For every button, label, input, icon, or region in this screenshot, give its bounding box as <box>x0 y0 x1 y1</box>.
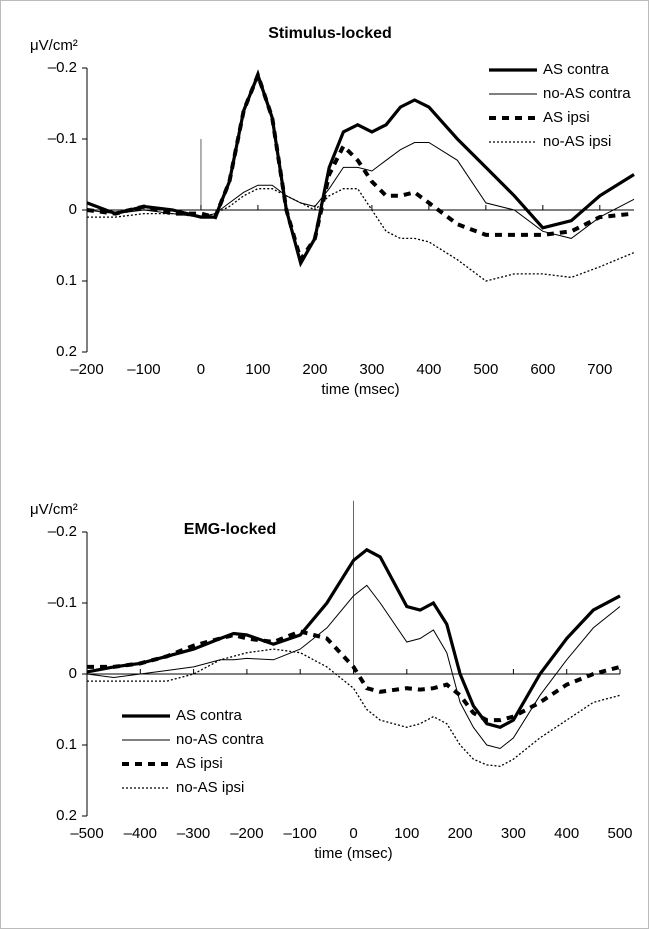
x-tick-label: 400 <box>416 361 441 378</box>
x-tick-label: –400 <box>124 825 157 842</box>
x-tick-label: 300 <box>359 361 384 378</box>
x-tick-label: 400 <box>554 825 579 842</box>
y-tick-label: –0.2 <box>48 59 77 76</box>
legend-label: AS ipsi <box>543 109 590 126</box>
x-tick-label: 100 <box>394 825 419 842</box>
x-tick-label: –100 <box>284 825 317 842</box>
y-tick-label: 0.2 <box>56 807 77 824</box>
series-line <box>86 69 635 265</box>
legend-label: AS contra <box>176 707 243 724</box>
y-tick-label: 0 <box>69 665 77 682</box>
y-tick-label: 0.1 <box>56 272 77 289</box>
chart-title: Stimulus-locked <box>268 25 392 42</box>
y-axis-label: μV/cm² <box>30 501 78 518</box>
x-tick-label: 200 <box>448 825 473 842</box>
series-line <box>86 584 621 750</box>
y-tick-label: 0 <box>69 201 77 218</box>
y-axis-label: μV/cm² <box>30 37 78 54</box>
x-tick-label: 500 <box>473 361 498 378</box>
x-tick-label: 0 <box>349 825 357 842</box>
x-tick-label: –500 <box>70 825 103 842</box>
x-tick-label: 200 <box>302 361 327 378</box>
legend-label: AS contra <box>543 61 610 78</box>
legend-label: no-AS ipsi <box>543 133 611 150</box>
x-axis-label: time (msec) <box>321 381 399 398</box>
x-tick-label: –100 <box>127 361 160 378</box>
legend-label: no-AS ipsi <box>176 779 244 796</box>
x-tick-label: 700 <box>587 361 612 378</box>
series-line <box>87 648 621 767</box>
series-line <box>86 547 621 730</box>
series-line <box>87 629 621 723</box>
x-tick-label: –200 <box>230 825 263 842</box>
y-tick-label: 0.2 <box>56 343 77 360</box>
legend-label: no-AS contra <box>176 731 264 748</box>
x-tick-label: 500 <box>607 825 632 842</box>
y-tick-label: –0.2 <box>48 523 77 540</box>
x-tick-label: 600 <box>530 361 555 378</box>
legend-label: no-AS contra <box>543 85 631 102</box>
chart-title: EMG-locked <box>184 521 276 538</box>
x-tick-label: –200 <box>70 361 103 378</box>
x-tick-label: 100 <box>245 361 270 378</box>
x-axis-label: time (msec) <box>314 845 392 862</box>
series-line <box>87 188 635 282</box>
y-tick-label: –0.1 <box>48 130 77 147</box>
y-tick-label: –0.1 <box>48 594 77 611</box>
x-tick-label: 300 <box>501 825 526 842</box>
legend-label: AS ipsi <box>176 755 223 772</box>
x-tick-label: –300 <box>177 825 210 842</box>
y-tick-label: 0.1 <box>56 736 77 753</box>
x-tick-label: 0 <box>197 361 205 378</box>
